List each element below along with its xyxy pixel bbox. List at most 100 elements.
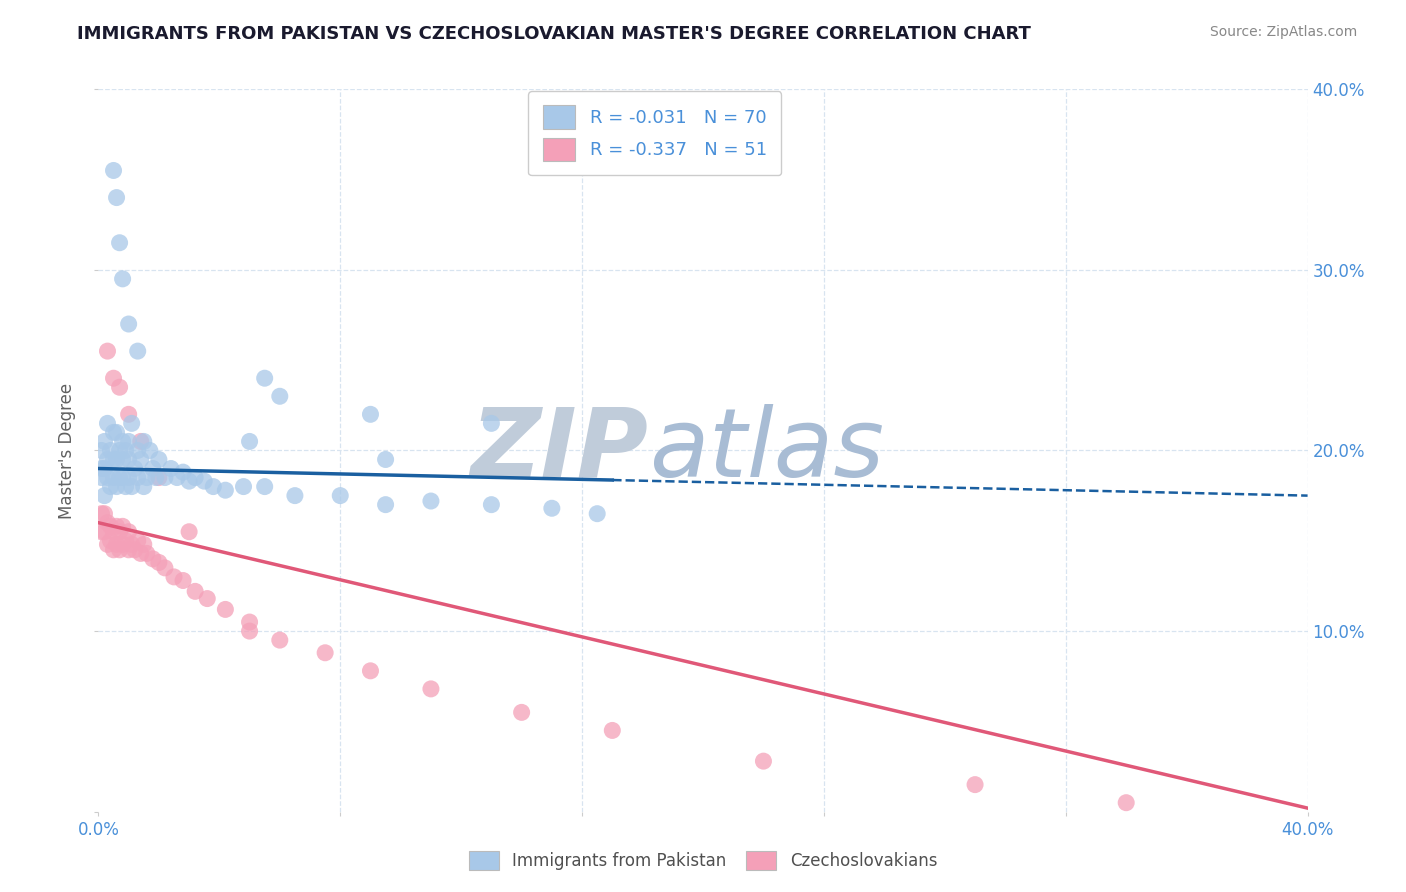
Point xyxy=(586,507,609,521)
Point xyxy=(105,452,128,467)
Point xyxy=(142,461,165,475)
Point xyxy=(111,452,134,467)
Point xyxy=(103,371,125,385)
Point xyxy=(184,470,207,484)
Point xyxy=(90,470,112,484)
Point xyxy=(163,570,186,584)
Point xyxy=(103,542,125,557)
Point xyxy=(96,344,118,359)
Point xyxy=(214,602,236,616)
Point xyxy=(374,452,396,467)
Point xyxy=(121,480,143,494)
Point xyxy=(111,519,134,533)
Point xyxy=(96,537,118,551)
Point xyxy=(93,507,115,521)
Point xyxy=(1115,796,1137,810)
Point xyxy=(360,407,382,422)
Point xyxy=(118,317,141,331)
Point xyxy=(179,474,201,488)
Point xyxy=(100,519,122,533)
Text: Source: ZipAtlas.com: Source: ZipAtlas.com xyxy=(1209,25,1357,39)
Point xyxy=(360,664,382,678)
Point xyxy=(105,191,128,205)
Point xyxy=(269,389,291,403)
Point xyxy=(100,480,122,494)
Point xyxy=(602,723,624,738)
Point xyxy=(153,470,176,484)
Point xyxy=(127,470,149,484)
Point xyxy=(108,443,131,458)
Legend: R = -0.031   N = 70, R = -0.337   N = 51: R = -0.031 N = 70, R = -0.337 N = 51 xyxy=(529,91,782,176)
Point xyxy=(114,533,136,548)
Point xyxy=(105,519,128,533)
Point xyxy=(118,542,141,557)
Y-axis label: Master's Degree: Master's Degree xyxy=(58,383,76,518)
Point xyxy=(195,591,218,606)
Point xyxy=(269,633,291,648)
Point xyxy=(214,483,236,498)
Point xyxy=(193,474,215,488)
Point xyxy=(111,470,134,484)
Point xyxy=(108,380,131,394)
Point xyxy=(965,778,987,792)
Point xyxy=(108,524,131,539)
Point xyxy=(420,494,443,508)
Point xyxy=(90,524,112,539)
Point xyxy=(752,754,775,768)
Point xyxy=(93,524,115,539)
Point xyxy=(540,501,562,516)
Point xyxy=(135,546,157,560)
Point xyxy=(90,461,112,475)
Point xyxy=(510,706,533,720)
Text: ZIP: ZIP xyxy=(471,404,648,497)
Point xyxy=(93,461,115,475)
Point xyxy=(96,452,118,467)
Point xyxy=(253,371,276,385)
Point xyxy=(239,434,262,449)
Point xyxy=(118,452,141,467)
Point xyxy=(172,574,194,588)
Point xyxy=(93,489,115,503)
Point xyxy=(103,524,125,539)
Point xyxy=(166,470,188,484)
Point xyxy=(118,434,141,449)
Point xyxy=(127,533,149,548)
Point xyxy=(111,434,134,449)
Point xyxy=(121,417,143,431)
Point xyxy=(124,461,146,475)
Point xyxy=(114,443,136,458)
Point xyxy=(148,452,170,467)
Point xyxy=(127,344,149,359)
Point xyxy=(103,163,125,178)
Point xyxy=(129,546,152,560)
Point xyxy=(184,584,207,599)
Point xyxy=(481,498,503,512)
Point xyxy=(202,480,225,494)
Point xyxy=(105,537,128,551)
Point xyxy=(160,461,183,475)
Point xyxy=(103,470,125,484)
Point xyxy=(148,470,170,484)
Point xyxy=(179,524,201,539)
Point xyxy=(172,465,194,479)
Point xyxy=(239,615,262,629)
Point xyxy=(108,542,131,557)
Point xyxy=(127,443,149,458)
Point xyxy=(103,425,125,440)
Point xyxy=(105,480,128,494)
Point xyxy=(108,235,131,250)
Point xyxy=(284,489,307,503)
Point xyxy=(96,516,118,530)
Text: IMMIGRANTS FROM PAKISTAN VS CZECHOSLOVAKIAN MASTER'S DEGREE CORRELATION CHART: IMMIGRANTS FROM PAKISTAN VS CZECHOSLOVAK… xyxy=(77,25,1031,43)
Point xyxy=(93,434,115,449)
Point xyxy=(253,480,276,494)
Point xyxy=(148,556,170,570)
Point xyxy=(420,681,443,696)
Point xyxy=(103,452,125,467)
Point xyxy=(129,452,152,467)
Point xyxy=(132,480,155,494)
Point xyxy=(153,561,176,575)
Point xyxy=(118,407,141,422)
Text: atlas: atlas xyxy=(648,404,883,497)
Point xyxy=(111,537,134,551)
